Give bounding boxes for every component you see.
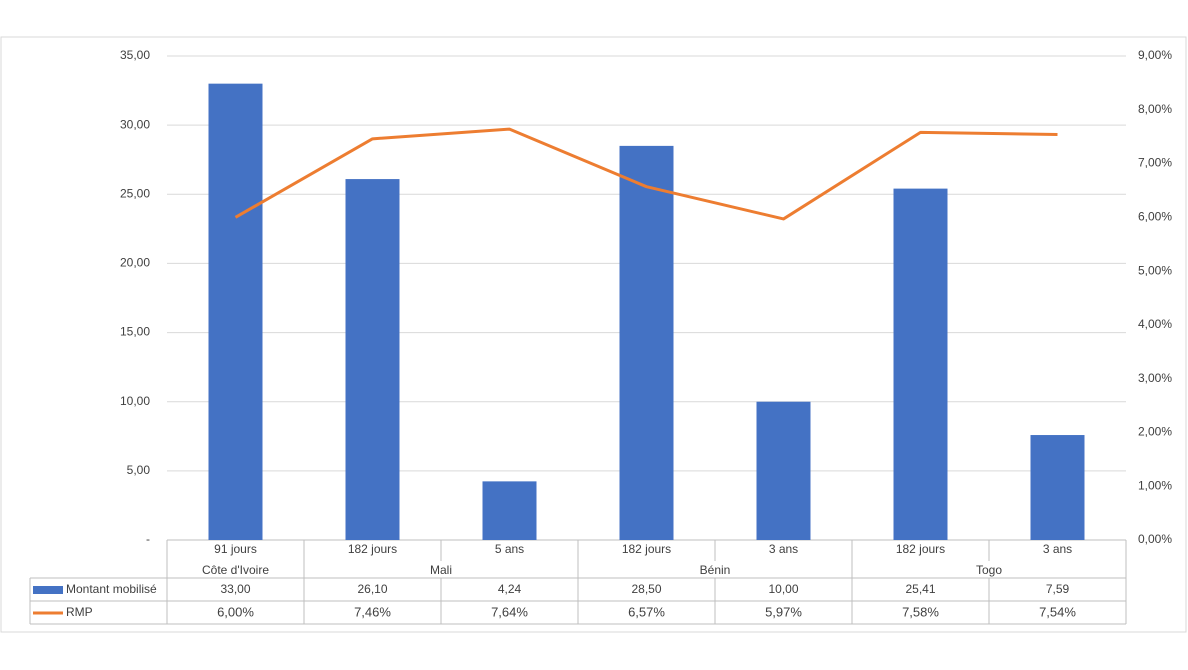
y2-tick-label: 1,00% (1138, 478, 1172, 492)
bar (208, 83, 263, 541)
table-value: 6,57% (628, 604, 665, 619)
table-value: 25,41 (905, 582, 935, 596)
y2-tick-label: 7,00% (1138, 156, 1172, 170)
table-value: 33,00 (220, 582, 250, 596)
table-value: 10,00 (768, 582, 798, 596)
y-tick-label: 35,00 (120, 48, 150, 62)
x-tick-label: 182 jours (896, 542, 945, 556)
table-value: 7,59 (1046, 582, 1070, 596)
group-label: Côte d'Ivoire (202, 563, 269, 577)
x-tick-label: 182 jours (622, 542, 671, 556)
y-tick-label: 15,00 (120, 325, 150, 339)
legend-label: Montant mobilisé (66, 582, 157, 596)
y2-tick-label: 2,00% (1138, 425, 1172, 439)
x-tick-label: 91 jours (214, 542, 257, 556)
y-tick-label: 30,00 (120, 117, 150, 131)
y2-tick-label: 0,00% (1138, 532, 1172, 546)
table-value: 7,64% (491, 604, 528, 619)
y2-tick-label: 5,00% (1138, 263, 1172, 277)
bar (893, 188, 948, 540)
x-tick-label: 3 ans (1043, 542, 1072, 556)
legend-label: RMP (66, 605, 93, 619)
y-tick-label: 10,00 (120, 394, 150, 408)
bar (619, 145, 674, 540)
bar (756, 401, 811, 540)
table-value: 26,10 (357, 582, 387, 596)
y-tick-label: - (146, 532, 150, 546)
bar (345, 179, 400, 540)
line (234, 127, 1058, 221)
y2-tick-label: 6,00% (1138, 210, 1172, 224)
table-value: 7,54% (1039, 604, 1076, 619)
table-value: 7,58% (902, 604, 939, 619)
y2-tick-label: 4,00% (1138, 317, 1172, 331)
table-value: 4,24 (498, 582, 522, 596)
y2-tick-label: 9,00% (1138, 48, 1172, 62)
x-tick-label: 5 ans (495, 542, 524, 556)
group-label: Togo (976, 563, 1002, 577)
bar (1030, 435, 1085, 540)
legend-key (33, 586, 63, 594)
chart-border (0, 36, 1187, 633)
x-tick-label: 3 ans (769, 542, 798, 556)
table-value: 5,97% (765, 604, 802, 619)
table-value: 7,46% (354, 604, 391, 619)
table-value: 6,00% (217, 604, 254, 619)
y-tick-label: 25,00 (120, 186, 150, 200)
bar (482, 481, 537, 540)
y-tick-label: 20,00 (120, 256, 150, 270)
y2-tick-label: 8,00% (1138, 102, 1172, 116)
group-label: Bénin (700, 563, 731, 577)
x-tick-label: 182 jours (348, 542, 397, 556)
y2-tick-label: 3,00% (1138, 371, 1172, 385)
group-label: Mali (430, 563, 452, 577)
table-value: 28,50 (631, 582, 661, 596)
y-tick-label: 5,00 (127, 463, 151, 477)
